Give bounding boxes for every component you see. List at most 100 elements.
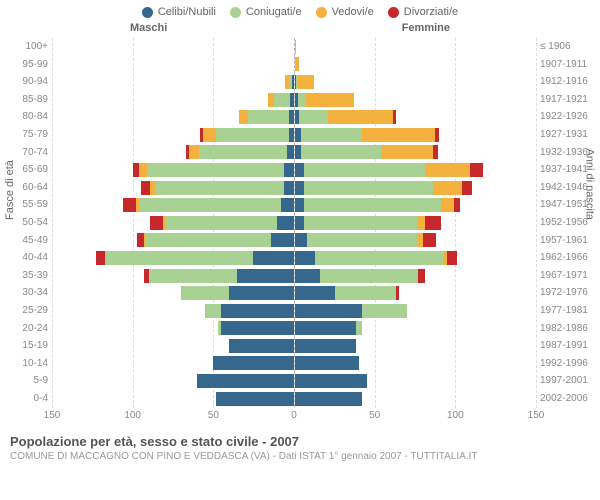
bar-segment — [433, 181, 462, 195]
male-half — [52, 214, 295, 232]
bar-segment — [221, 321, 293, 335]
bar-segment — [393, 110, 396, 124]
birth-year-label: 1992-1996 — [540, 355, 594, 372]
birth-year-label: 1962-1966 — [540, 249, 594, 266]
bar-segment — [199, 145, 288, 159]
bar-segment — [315, 251, 444, 265]
female-half — [295, 73, 537, 91]
bar-segment — [197, 374, 294, 388]
x-tick: 100 — [124, 410, 141, 421]
male-bar — [133, 163, 294, 177]
male-half — [52, 73, 295, 91]
bar-segment — [470, 163, 483, 177]
bar-segment — [213, 356, 293, 370]
age-label: 100+ — [12, 38, 48, 55]
male-bar — [285, 75, 293, 89]
male-bar — [186, 145, 294, 159]
age-row: 90-941912-1916 — [52, 73, 536, 91]
age-row: 30-341972-1976 — [52, 284, 536, 302]
female-bar — [295, 216, 442, 230]
bar-segment — [289, 128, 294, 142]
male-half — [52, 38, 295, 56]
age-label: 45-49 — [12, 232, 48, 249]
birth-year-label: 1922-1926 — [540, 108, 594, 125]
bar-segment — [301, 128, 362, 142]
bar-segment — [425, 216, 441, 230]
female-half — [295, 214, 537, 232]
bar-segment — [304, 181, 433, 195]
bar-segment — [304, 163, 425, 177]
male-half — [52, 320, 295, 338]
age-label: 60-64 — [12, 179, 48, 196]
male-bar — [181, 286, 294, 300]
bar-segment — [295, 216, 305, 230]
header-male: Maschi — [130, 22, 167, 34]
bar-segment — [441, 198, 454, 212]
bar-segment — [221, 304, 293, 318]
female-half — [295, 232, 537, 250]
age-row: 80-841922-1926 — [52, 108, 536, 126]
male-bar — [197, 374, 294, 388]
female-half — [295, 91, 537, 109]
male-half — [52, 284, 295, 302]
male-half — [52, 355, 295, 373]
bar-segment — [155, 181, 284, 195]
x-tick: 150 — [528, 410, 545, 421]
bar-segment — [287, 145, 293, 159]
male-half — [52, 232, 295, 250]
age-row: 25-291977-1981 — [52, 302, 536, 320]
male-bar — [239, 110, 294, 124]
male-half — [52, 337, 295, 355]
bar-segment — [165, 216, 278, 230]
bar-segment — [435, 128, 440, 142]
age-label: 15-19 — [12, 337, 48, 354]
bar-segment — [189, 145, 199, 159]
female-bar — [295, 339, 356, 353]
bar-segment — [396, 286, 399, 300]
male-half — [52, 144, 295, 162]
female-bar — [295, 40, 297, 54]
bar-segment — [295, 40, 297, 54]
bar-segment — [248, 110, 288, 124]
female-bar — [295, 75, 314, 89]
bar-segment — [320, 269, 417, 283]
male-half — [52, 249, 295, 267]
bar-segment — [274, 93, 290, 107]
male-bar — [218, 321, 294, 335]
age-row: 85-891917-1921 — [52, 91, 536, 109]
male-bar — [229, 339, 293, 353]
bar-segment — [284, 181, 294, 195]
age-label: 50-54 — [12, 214, 48, 231]
birth-year-label: ≤ 1906 — [540, 38, 594, 55]
bar-segment — [277, 216, 293, 230]
female-half — [295, 284, 537, 302]
legend-label: Coniugati/e — [246, 6, 302, 18]
male-bar — [216, 392, 293, 406]
bar-segment — [417, 216, 425, 230]
bar-segment — [423, 233, 436, 247]
bar-segment — [295, 392, 363, 406]
age-row: 60-641942-1946 — [52, 179, 536, 197]
female-bar — [295, 110, 396, 124]
female-half — [295, 390, 537, 408]
age-label: 70-74 — [12, 144, 48, 161]
bar-segment — [362, 128, 434, 142]
birth-year-label: 1907-1911 — [540, 56, 594, 73]
bar-segment — [447, 251, 457, 265]
male-half — [52, 126, 295, 144]
female-bar — [295, 198, 461, 212]
age-row: 75-791927-1931 — [52, 126, 536, 144]
female-bar — [295, 181, 472, 195]
legend-item: Divorziati/e — [388, 6, 458, 18]
female-half — [295, 196, 537, 214]
x-axis: 05050100100150150 — [52, 410, 536, 424]
female-half — [295, 161, 537, 179]
birth-year-label: 1952-1956 — [540, 214, 594, 231]
male-half — [52, 372, 295, 390]
legend-swatch — [230, 7, 241, 18]
legend: Celibi/NubiliConiugati/eVedovi/eDivorzia… — [0, 0, 600, 20]
female-half — [295, 355, 537, 373]
chart-title: Popolazione per età, sesso e stato civil… — [10, 434, 590, 449]
bar-segment — [147, 163, 284, 177]
age-label: 90-94 — [12, 73, 48, 90]
